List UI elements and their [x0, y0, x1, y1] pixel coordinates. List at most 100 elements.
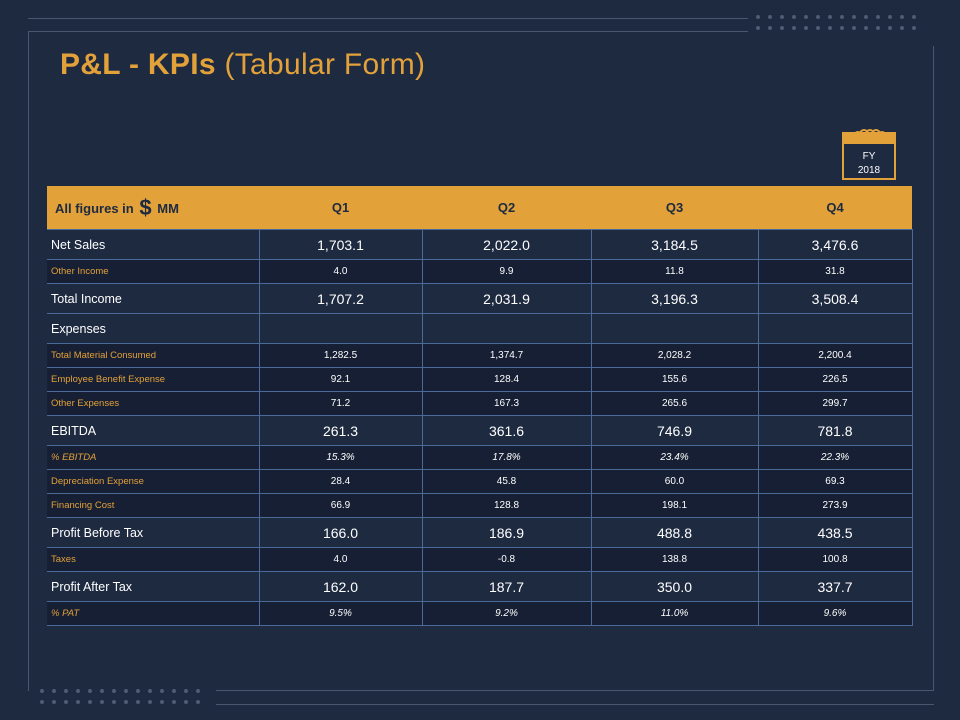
- dot: [852, 15, 856, 19]
- dot: [100, 689, 104, 693]
- dot: [184, 700, 188, 704]
- dot: [148, 689, 152, 693]
- table-row: Expenses: [47, 313, 913, 344]
- units-suffix: MM: [157, 200, 179, 216]
- cell-q2: 187.7: [421, 571, 592, 602]
- cell-q2: 128.8: [421, 493, 592, 518]
- cell-q1: 4.0: [258, 547, 423, 572]
- dot: [840, 26, 844, 30]
- dot: [828, 15, 832, 19]
- fy-label: FY: [862, 151, 876, 162]
- cell-q3: 23.4%: [590, 445, 759, 470]
- dot: [780, 26, 784, 30]
- row-label: Net Sales: [47, 229, 260, 260]
- table-row: % PAT 9.5% 9.2% 11.0% 9.6%: [47, 601, 913, 626]
- table-row: Total Income 1,707.2 2,031.9 3,196.3 3,508.4: [47, 283, 913, 314]
- cell-q1: 4.0: [258, 259, 423, 284]
- table-header-row: All figures in $ MM Q1 Q2 Q3 Q4: [47, 186, 912, 230]
- cell-q1: 166.0: [258, 517, 423, 548]
- row-label: Depreciation Expense: [47, 469, 260, 494]
- row-label: Financing Cost: [47, 493, 260, 518]
- dot: [64, 689, 68, 693]
- dot: [780, 15, 784, 19]
- dot: [852, 26, 856, 30]
- cell-q2: 2,022.0: [421, 229, 592, 260]
- table-row: Other Expenses 71.2 167.3 265.6 299.7: [47, 391, 913, 416]
- cell-q4: 9.6%: [757, 601, 913, 626]
- frame-bottom-inner-line: [216, 704, 934, 705]
- dot: [124, 700, 128, 704]
- dot: [804, 26, 808, 30]
- cell-q2: 167.3: [421, 391, 592, 416]
- dot: [768, 26, 772, 30]
- cell-q1: 15.3%: [258, 445, 423, 470]
- calendar-icon: [842, 129, 896, 180]
- dot: [148, 700, 152, 704]
- cell-q2: 9.9: [421, 259, 592, 284]
- dot: [100, 700, 104, 704]
- dot: [184, 689, 188, 693]
- dot: [196, 689, 200, 693]
- cell-q1: 162.0: [258, 571, 423, 602]
- dot: [864, 15, 868, 19]
- header-q1: Q1: [259, 186, 422, 230]
- row-label: Other Expenses: [47, 391, 260, 416]
- units-header: All figures in $ MM: [47, 186, 259, 230]
- dot: [40, 689, 44, 693]
- row-label: Total Income: [47, 283, 260, 314]
- header-q3: Q3: [591, 186, 758, 230]
- row-label: Taxes: [47, 547, 260, 572]
- cell-q1: 66.9: [258, 493, 423, 518]
- cell-q2: 9.2%: [421, 601, 592, 626]
- dot: [172, 689, 176, 693]
- table-row: EBITDA 261.3 361.6 746.9 781.8: [47, 415, 913, 446]
- cell-q2: 17.8%: [421, 445, 592, 470]
- cell-q1: 1,703.1: [258, 229, 423, 260]
- header-q2: Q2: [422, 186, 591, 230]
- cell-q1: [258, 313, 423, 344]
- dot: [136, 689, 140, 693]
- dot: [172, 700, 176, 704]
- row-label: Other Income: [47, 259, 260, 284]
- cell-q3: 3,184.5: [590, 229, 759, 260]
- dot: [76, 689, 80, 693]
- dot: [64, 700, 68, 704]
- cell-q4: 3,508.4: [757, 283, 913, 314]
- table-row: Employee Benefit Expense 92.1 128.4 155.6 22…: [47, 367, 913, 392]
- fy-badge: FY 2018: [842, 128, 896, 180]
- dot: [88, 700, 92, 704]
- cell-q1: 92.1: [258, 367, 423, 392]
- dot: [756, 15, 760, 19]
- cell-q2: 361.6: [421, 415, 592, 446]
- dot: [76, 700, 80, 704]
- units-prefix: All figures in: [55, 200, 134, 216]
- row-label: EBITDA: [47, 415, 260, 446]
- dot: [828, 26, 832, 30]
- dot: [900, 26, 904, 30]
- table-row: Profit After Tax 162.0 187.7 350.0 337.7: [47, 571, 913, 602]
- row-label: Profit Before Tax: [47, 517, 260, 548]
- cell-q2: 2,031.9: [421, 283, 592, 314]
- page-title: P&L - KPIs (Tabular Form): [60, 48, 425, 82]
- table-row: Taxes 4.0 -0.8 138.8 100.8: [47, 547, 913, 572]
- dot: [816, 15, 820, 19]
- cell-q3: 11.0%: [590, 601, 759, 626]
- cell-q3: [590, 313, 759, 344]
- units-symbol: $: [139, 194, 152, 220]
- dot: [816, 26, 820, 30]
- dot: [160, 689, 164, 693]
- cell-q3: 265.6: [590, 391, 759, 416]
- cell-q1: 1,282.5: [258, 343, 423, 368]
- cell-q3: 746.9: [590, 415, 759, 446]
- frame-top-line: [28, 18, 748, 19]
- dot: [888, 15, 892, 19]
- table-row: Financing Cost 66.9 128.8 198.1 273.9: [47, 493, 913, 518]
- table-row: % EBITDA 15.3% 17.8% 23.4% 22.3%: [47, 445, 913, 470]
- cell-q4: 273.9: [757, 493, 913, 518]
- cell-q4: 2,200.4: [757, 343, 913, 368]
- cell-q3: 2,028.2: [590, 343, 759, 368]
- dot: [52, 700, 56, 704]
- dot: [756, 26, 760, 30]
- dot: [804, 15, 808, 19]
- cell-q2: -0.8: [421, 547, 592, 572]
